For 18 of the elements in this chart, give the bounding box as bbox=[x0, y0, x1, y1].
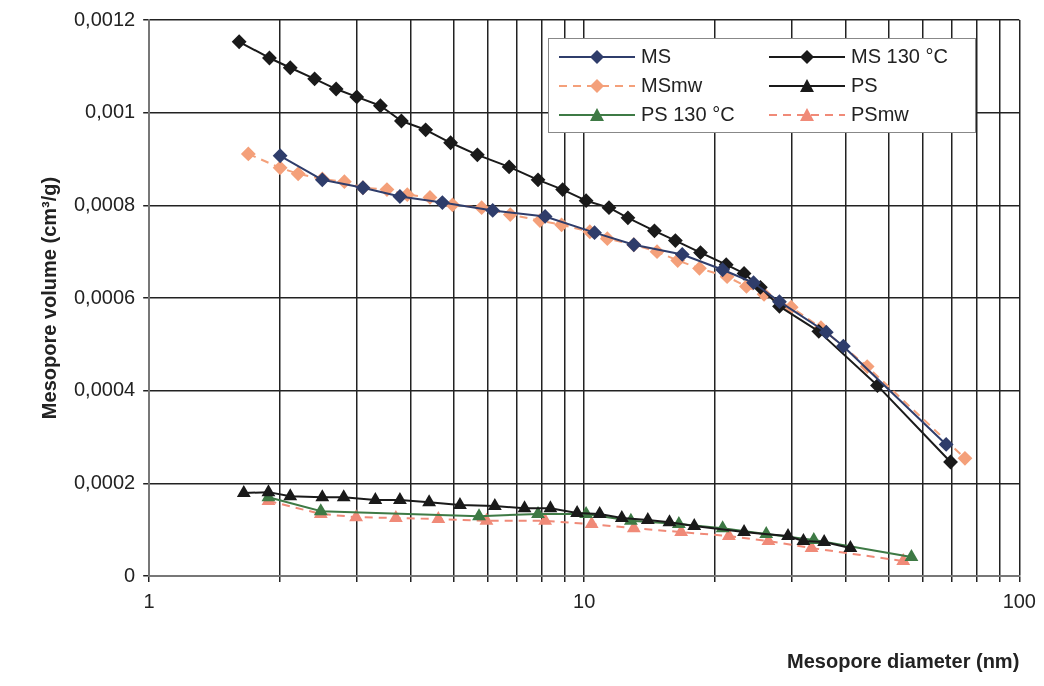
legend-label: MS bbox=[641, 45, 671, 68]
y-tick-label: 0,001 bbox=[85, 100, 136, 123]
legend-label: MSmw bbox=[641, 74, 703, 97]
legend-label: PSmw bbox=[851, 103, 909, 126]
legend-label: PS bbox=[851, 74, 878, 97]
x-axis-title: Mesopore diameter (nm) bbox=[787, 649, 1020, 672]
y-tick-label: 0,0012 bbox=[74, 7, 136, 30]
legend-label: PS 130 °C bbox=[641, 103, 735, 126]
x-tick-label: 1 bbox=[143, 589, 155, 612]
legend-label: MS 130 °C bbox=[851, 45, 948, 68]
y-tick-label: 0,0008 bbox=[74, 192, 136, 215]
y-tick-label: 0,0002 bbox=[74, 470, 136, 493]
y-axis-title: Mesopore volume (cm³/g) bbox=[37, 176, 60, 420]
x-tick-label: 10 bbox=[573, 589, 596, 612]
y-tick-label: 0,0004 bbox=[74, 378, 136, 401]
y-tick-label: 0 bbox=[124, 563, 136, 586]
x-tick-label: 100 bbox=[1002, 589, 1036, 612]
y-tick-label: 0,0006 bbox=[74, 285, 136, 308]
